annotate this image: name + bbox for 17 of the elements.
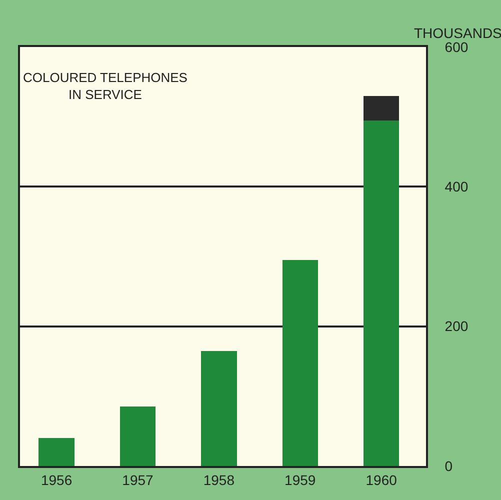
text: COLOURED TELEPHONES IN SERVICE: [23, 70, 188, 102]
bar: [363, 96, 400, 120]
bar: [120, 406, 156, 466]
bar: [363, 120, 400, 466]
y-axis-title: THOUSANDS: [414, 25, 501, 41]
y-tick-label: 400: [444, 178, 468, 195]
x-tick-label: 1958: [203, 472, 235, 488]
y-tick-label: 600: [444, 38, 468, 55]
bar: [201, 350, 237, 466]
x-tick-label: 1957: [122, 472, 154, 488]
x-tick-label: 1956: [40, 472, 72, 488]
bar: [282, 260, 318, 466]
y-tick-label: 200: [444, 318, 468, 334]
y-tick-label: 0: [444, 458, 453, 474]
x-tick-label: 1960: [366, 472, 398, 488]
bar: [38, 438, 74, 466]
x-tick-label: 1959: [284, 472, 316, 488]
